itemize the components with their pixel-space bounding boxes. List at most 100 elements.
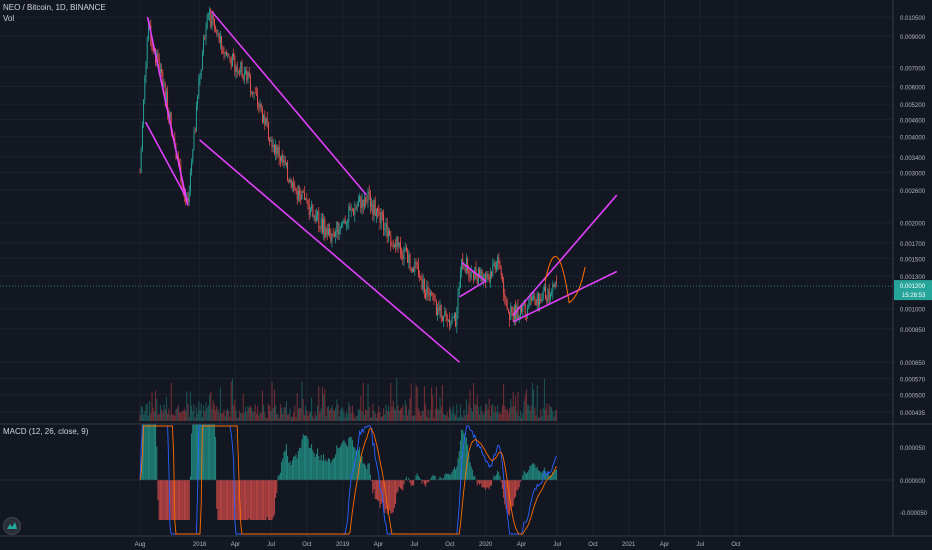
time-tick-label: Oct xyxy=(445,542,455,548)
volume-bar xyxy=(332,409,334,421)
macd-histogram-bar xyxy=(296,458,298,480)
macd-histogram-bar xyxy=(269,480,271,520)
candle-body xyxy=(480,270,482,277)
volume-bar xyxy=(319,412,321,421)
candle-body xyxy=(506,302,508,310)
volume-bar xyxy=(385,404,387,421)
volume-bar xyxy=(389,412,391,421)
volume-bar xyxy=(263,404,265,421)
trendline xyxy=(146,16,189,206)
symbol-title[interactable]: NEO / Bitcoin, 1D, BINANCE xyxy=(3,3,106,12)
candle-body xyxy=(438,307,440,311)
macd-histogram-bar xyxy=(522,475,524,480)
macd-histogram-bar xyxy=(450,474,452,480)
macd-histogram-bar xyxy=(524,472,526,480)
macd-histogram-bar xyxy=(420,479,422,480)
macd-histogram-bar xyxy=(464,438,466,480)
volume-bar xyxy=(195,407,197,421)
candle-body xyxy=(469,275,471,278)
volume-bar xyxy=(462,417,464,421)
volume-bar xyxy=(373,410,375,421)
volume-bar xyxy=(470,408,472,421)
candle-body xyxy=(146,39,148,62)
macd-histogram-bar xyxy=(432,475,434,480)
volume-bar xyxy=(287,414,289,421)
candle-body xyxy=(247,72,249,81)
volume-bar xyxy=(150,413,152,421)
volume-bar xyxy=(291,416,293,421)
candle-body xyxy=(356,206,358,209)
price-tick-label: 0.004000 xyxy=(900,136,926,142)
macd-histogram-bar xyxy=(218,480,220,520)
candle-body xyxy=(428,293,430,296)
macd-histogram-bar xyxy=(409,480,411,483)
candle-body xyxy=(455,313,457,327)
volume-bar xyxy=(241,413,243,421)
volume-bar xyxy=(552,411,554,421)
macd-histogram-bar xyxy=(155,424,157,480)
volume-bar xyxy=(350,413,352,421)
volume-bar xyxy=(375,417,377,421)
candle-body xyxy=(207,14,209,16)
macd-histogram-bar xyxy=(264,480,266,520)
volume-pane xyxy=(139,377,557,421)
volume-bar xyxy=(251,407,253,421)
trendlines[interactable] xyxy=(144,10,618,363)
candle-body xyxy=(235,66,237,72)
candle-body xyxy=(509,312,511,320)
candle-body xyxy=(216,29,218,34)
candle-body xyxy=(197,96,199,105)
volume-bar xyxy=(155,390,157,421)
macd-histogram-bar xyxy=(473,476,475,480)
macd-histogram-bar xyxy=(277,476,279,480)
candle-body xyxy=(372,204,374,215)
macd-histogram-bar xyxy=(396,480,398,494)
macd-histogram-bar xyxy=(391,480,393,514)
macd-histogram-bar xyxy=(205,424,207,480)
volume-bar xyxy=(469,390,471,421)
macd-histogram-bar xyxy=(537,470,539,480)
macd-histogram-bar xyxy=(398,480,400,487)
macd-histogram-bar xyxy=(228,480,230,520)
volume-bar xyxy=(529,410,531,421)
volume-bar xyxy=(147,415,149,421)
candle-body xyxy=(333,234,335,236)
macd-histogram-bar xyxy=(533,463,535,480)
time-tick-label: Jul xyxy=(410,542,418,548)
macd-histogram-bar xyxy=(236,480,238,520)
volume-bar xyxy=(417,408,419,421)
volume-bar xyxy=(249,405,251,421)
volume-bar xyxy=(227,408,229,421)
macd-histogram-bar xyxy=(306,435,308,480)
volume-bar xyxy=(427,409,429,421)
candle-body xyxy=(254,92,256,94)
macd-histogram-bar xyxy=(440,477,442,480)
volume-bar xyxy=(338,416,340,421)
volume-bar xyxy=(329,410,331,421)
candle-body xyxy=(285,162,287,166)
macd-pane xyxy=(0,424,893,535)
macd-histogram-bar xyxy=(407,480,409,481)
candle-body xyxy=(200,70,202,76)
volume-bar xyxy=(434,409,436,421)
macd-histogram-bar xyxy=(272,480,274,518)
price-candles xyxy=(139,6,557,334)
candle-body xyxy=(435,300,437,316)
candle-body xyxy=(549,293,551,300)
macd-histogram-bar xyxy=(287,455,289,480)
volume-bar xyxy=(333,411,335,421)
macd-histogram-bar xyxy=(195,424,197,480)
volume-bar xyxy=(444,414,446,421)
candle-body xyxy=(361,200,363,208)
price-tick-label: 0.004600 xyxy=(900,118,926,124)
candle-body xyxy=(278,147,280,159)
candle-body xyxy=(159,69,161,74)
candle-body xyxy=(398,243,400,247)
macd-label[interactable]: MACD (12, 26, close, 9) xyxy=(3,427,89,436)
volume-bar xyxy=(326,407,328,421)
volume-bar xyxy=(311,397,313,421)
macd-histogram-bar xyxy=(329,458,331,480)
candle-body xyxy=(437,307,439,316)
candle-body xyxy=(265,118,267,126)
